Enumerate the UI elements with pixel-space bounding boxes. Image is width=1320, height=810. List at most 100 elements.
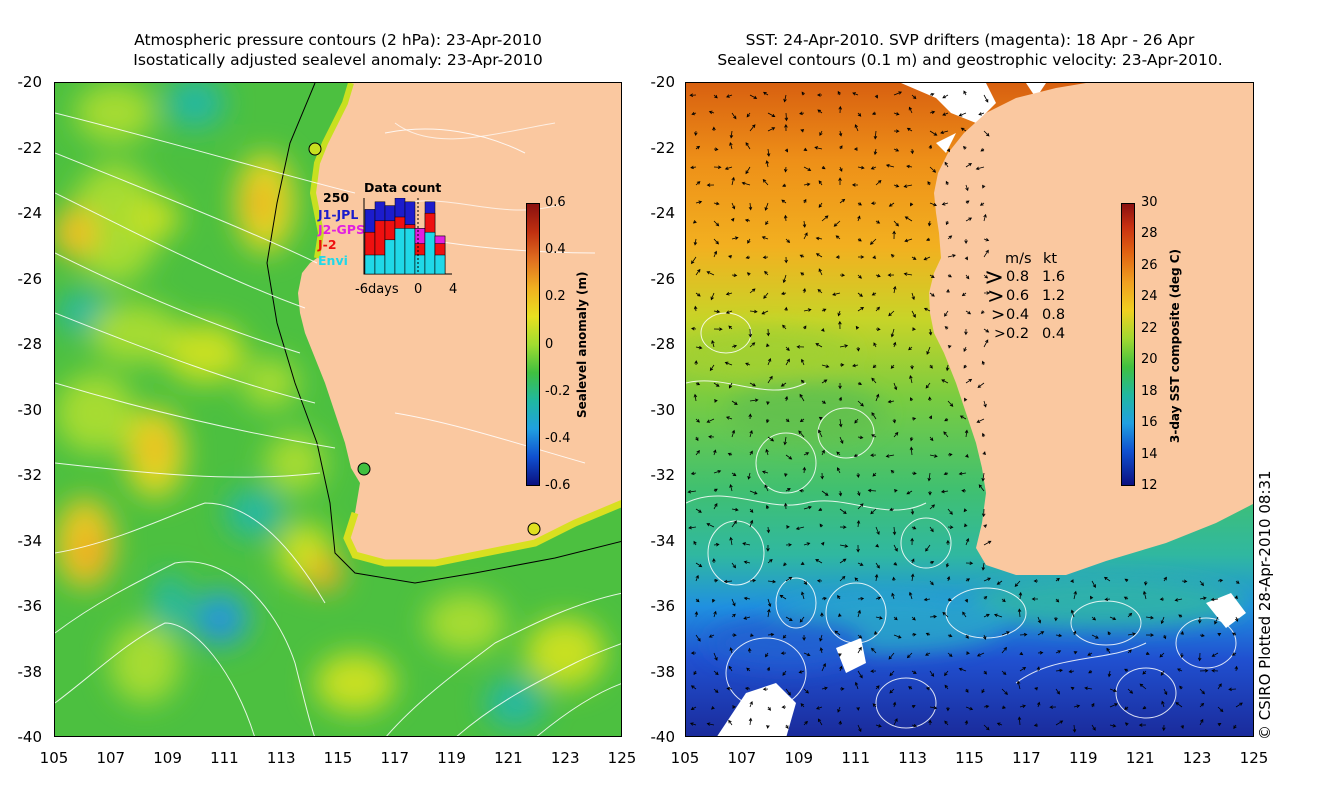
velocity-arrow (748, 328, 753, 338)
velocity-arrow (749, 490, 758, 495)
velocity-arrow (982, 184, 986, 189)
velocity-arrow (941, 202, 949, 206)
velocity-arrow (857, 306, 865, 312)
velocity-arrow (799, 393, 805, 402)
velocity-arrow (1014, 580, 1021, 587)
velocity-arrow (892, 701, 897, 708)
velocity-arrow (690, 165, 697, 170)
velocity-arrow (904, 216, 913, 222)
velocity-arrow (960, 127, 967, 132)
velocity-arrow (839, 344, 849, 348)
velocity-arrow (1210, 597, 1219, 602)
velocity-arrow (981, 472, 985, 482)
velocity-arrow (748, 202, 753, 211)
velocity-arrow (965, 651, 970, 655)
velocity-arrow (857, 609, 861, 618)
velocity-arrow (782, 274, 787, 284)
velocity-arrow (748, 717, 753, 726)
velocity-arrow (1181, 579, 1188, 584)
velocity-arrow (834, 630, 841, 636)
y-tick-label: -32 (17, 466, 43, 484)
velocity-arrow (803, 652, 811, 657)
velocity-arrow (712, 598, 716, 603)
velocity-arrow (923, 256, 931, 261)
velocity-legend-ms-header: m/s (1005, 251, 1032, 267)
sealevel-anomaly-canvas (55, 83, 621, 736)
velocity-arrow (961, 489, 967, 493)
velocity-arrow (929, 560, 935, 565)
data-count-bar-envi (384, 239, 396, 275)
velocity-arrow (909, 446, 914, 456)
velocity-arrow (1037, 631, 1045, 636)
velocity-arrow (909, 397, 914, 402)
velocity-arrow (929, 92, 935, 97)
velocity-arrow (765, 418, 770, 424)
velocity-arrow (857, 238, 862, 242)
velocity-arrow (695, 562, 703, 568)
velocity-arrow (821, 165, 826, 170)
velocity-arrow (800, 591, 805, 600)
velocity-arrow (911, 292, 915, 301)
velocity-arrow (1033, 579, 1039, 583)
velocity-arrow (981, 508, 986, 518)
velocity-arrow (747, 647, 752, 654)
velocity-arrow (1034, 687, 1039, 691)
velocity-arrow (800, 272, 805, 276)
velocity-arrow (712, 126, 716, 132)
velocity-arrow (723, 579, 733, 584)
colorbar-tick-label: 16 (1141, 415, 1158, 431)
velocity-arrow (782, 670, 787, 676)
velocity-arrow (729, 141, 733, 150)
velocity-arrow (909, 375, 913, 384)
velocity-arrow (1145, 633, 1155, 637)
velocity-arrow (785, 346, 790, 351)
velocity-arrow (929, 580, 934, 586)
velocity-arrow (983, 400, 987, 408)
velocity-legend-kt-header: kt (1043, 251, 1058, 267)
velocity-arrow (889, 670, 895, 677)
velocity-arrow (745, 166, 751, 175)
velocity-arrow (1073, 704, 1081, 708)
velocity-arrow (766, 544, 770, 552)
velocity-arrow (925, 686, 931, 691)
velocity-arrow (1199, 633, 1205, 638)
velocity-arrow (731, 472, 737, 477)
velocity-arrow (731, 705, 736, 709)
velocity-arrow (800, 561, 805, 565)
velocity-arrow (821, 328, 825, 332)
velocity-arrow (1142, 670, 1147, 675)
velocity-arrow (749, 633, 754, 637)
velocity-arrow (820, 472, 824, 480)
velocity-arrow (784, 395, 789, 402)
velocity-arrow (731, 273, 738, 278)
y-tick-label: -24 (17, 204, 43, 222)
velocity-arrow (1217, 723, 1222, 727)
velocity-arrow (1091, 634, 1099, 639)
velocity-arrow (872, 472, 877, 477)
velocity-arrow (1174, 598, 1183, 602)
sst-canvas (686, 83, 1253, 736)
velocity-arrow (1234, 616, 1239, 622)
velocity-arrow (1199, 596, 1207, 601)
velocity-arrow (929, 274, 935, 278)
velocity-arrow (1180, 630, 1184, 636)
velocity-arrow (910, 148, 915, 155)
velocity-arrow (726, 686, 733, 691)
velocity-arrow (731, 112, 737, 120)
velocity-arrow (711, 339, 715, 348)
velocity-arrow (857, 503, 864, 510)
velocity-arrow (1235, 702, 1243, 708)
velocity-arrow (906, 164, 913, 169)
y-tick-label: -28 (17, 335, 43, 353)
velocity-arrow (749, 398, 759, 402)
velocity-arrow (944, 670, 949, 677)
velocity-arrow (1018, 591, 1023, 600)
velocity-arrow (767, 436, 775, 442)
velocity-arrow (983, 213, 987, 222)
colorbar-tick-label: -0.2 (545, 383, 571, 399)
velocity-arrow (929, 364, 933, 369)
velocity-arrow (817, 718, 823, 726)
velocity-arrow (803, 308, 812, 312)
velocity-arrow (945, 180, 949, 186)
data-count-bar-envi (434, 254, 446, 275)
